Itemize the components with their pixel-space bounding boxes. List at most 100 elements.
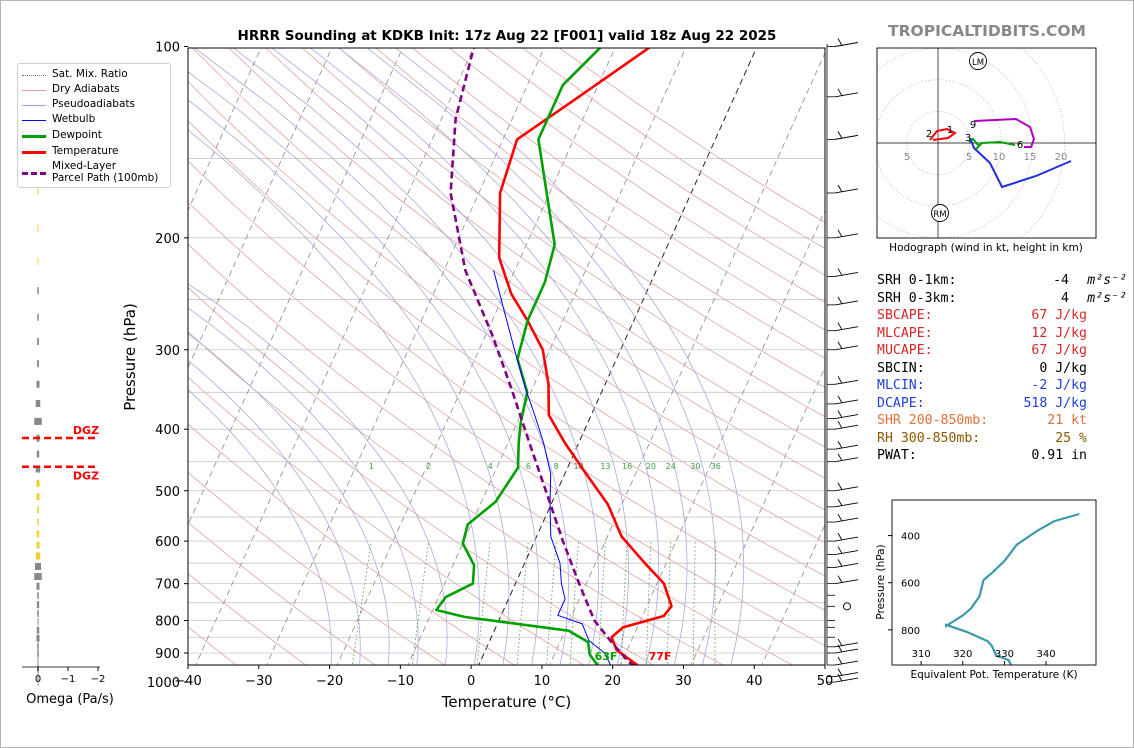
wind-barb bbox=[834, 233, 859, 239]
calm-wind-circle bbox=[843, 602, 851, 611]
legend-wetbulb: Wetbulb bbox=[52, 113, 96, 125]
param-row: SBCAPE: 67 J/kg bbox=[877, 307, 1127, 325]
legend-dewpoint: Dewpoint bbox=[52, 129, 102, 141]
mixing-ratio-label: 13 bbox=[600, 462, 610, 471]
wind-barb bbox=[834, 188, 859, 194]
param-label: SRH 0-3km: bbox=[877, 290, 957, 306]
wind-barb-flag bbox=[837, 296, 843, 305]
mixing-ratio-label: 30 bbox=[690, 462, 700, 471]
omega-bar bbox=[37, 287, 39, 295]
theta-e-x-label: Equivalent Pot. Temperature (K) bbox=[910, 669, 1077, 681]
parameter-table: SRH 0-1km: -4 m²s⁻² SRH 0-3km: 4 m²s⁻² SBCAPE:… bbox=[877, 272, 1127, 465]
isotherm bbox=[619, 209, 825, 665]
wind-barb-flag bbox=[837, 229, 843, 238]
dgz-label: DGZ bbox=[73, 470, 99, 483]
param-row: MUCAPE: 67 J/kg bbox=[877, 342, 1127, 360]
omega-bar bbox=[36, 634, 40, 642]
param-value: 12 J/kg bbox=[1031, 325, 1087, 341]
mixing-ratio-label: 4 bbox=[488, 462, 493, 471]
legend-pseudoadiabats: Pseudoadiabats bbox=[52, 98, 135, 110]
mixing-ratio-line bbox=[351, 541, 372, 665]
x-tick-label: 20 bbox=[604, 674, 621, 689]
y-tick-label: 200 bbox=[155, 232, 180, 247]
omega-bar bbox=[36, 582, 40, 590]
isotherm bbox=[336, 48, 616, 665]
isotherm bbox=[195, 48, 474, 665]
wind-barb bbox=[834, 424, 859, 430]
dry-adiabat bbox=[188, 160, 825, 611]
omega-bar bbox=[36, 380, 40, 388]
pseudoadiabat bbox=[188, 99, 510, 665]
wind-barb-flag bbox=[837, 440, 843, 449]
surface-temperature-label: 77F bbox=[649, 650, 672, 663]
series-mixed-layer-parcel-path-100mb- bbox=[449, 48, 636, 665]
wind-barb-flag bbox=[837, 88, 843, 97]
pseudoadiabat bbox=[271, 48, 630, 665]
omega-tick-label: −2 bbox=[91, 674, 106, 685]
wind-barb-flag bbox=[837, 482, 843, 490]
param-value: 67 J/kg bbox=[1031, 308, 1087, 323]
hodo-height-label: 6 bbox=[1017, 140, 1023, 151]
isotherm bbox=[188, 48, 262, 212]
y-tick-label: 500 bbox=[155, 485, 180, 500]
wind-barb-flag bbox=[837, 498, 843, 507]
pseudoadiabat bbox=[188, 389, 332, 665]
left-mover-marker bbox=[969, 52, 987, 70]
wind-barb bbox=[834, 550, 859, 556]
wind-barb-flag bbox=[837, 420, 843, 429]
y-tick-label: 100 bbox=[155, 41, 180, 56]
omega-bar bbox=[37, 671, 39, 679]
param-row: SHR 200-850mb: 21 kt bbox=[877, 412, 1127, 430]
dry-adiabat bbox=[375, 48, 825, 359]
wind-barb-flag bbox=[837, 268, 843, 276]
omega-bar bbox=[37, 337, 39, 345]
omega-bar bbox=[36, 541, 40, 549]
omega-axis-label: Omega (Pa/s) bbox=[26, 692, 114, 707]
x-tick-label: 10 bbox=[534, 674, 551, 689]
wind-barb bbox=[834, 677, 859, 683]
x-tick-label: 40 bbox=[746, 674, 763, 689]
legend-dry-adiabats: Dry Adiabats bbox=[52, 83, 120, 95]
param-row: PWAT: 0.91 in bbox=[877, 447, 1127, 465]
omega-bar bbox=[37, 642, 39, 650]
param-row: RH 300-850mb: 25 % bbox=[877, 430, 1127, 448]
skewt-background: 1 2 4 6 8 10 13 16 20 24 30 36 bbox=[188, 48, 825, 665]
wind-barb bbox=[834, 414, 859, 420]
hodograph-panel: 5 5 10 15 20 1 2 3 6 9 LM RM Hodograph (wind in kt, … bbox=[876, 47, 1097, 254]
mixing-ratio-line bbox=[569, 541, 579, 665]
x-tick-label: −10 bbox=[387, 674, 414, 689]
mixing-ratio-line bbox=[693, 541, 696, 665]
legend-swatch-wetbulb bbox=[22, 120, 46, 121]
hodo-ring-label: 5 bbox=[904, 152, 910, 163]
pseudoadiabat bbox=[188, 71, 540, 665]
param-value: 518 J/kg bbox=[1023, 395, 1087, 411]
omega-bar bbox=[36, 530, 40, 538]
omega-bar bbox=[37, 592, 39, 600]
wind-barb-flag bbox=[837, 673, 843, 682]
omega-bar bbox=[37, 657, 39, 665]
legend-swatch-sat-mix bbox=[22, 75, 46, 76]
dry-adiabat bbox=[301, 48, 825, 418]
theta-e-x-tick-label: 330 bbox=[995, 649, 1014, 660]
wind-barb bbox=[834, 399, 859, 405]
pseudoadiabat bbox=[338, 48, 688, 665]
wind-barb-flag bbox=[837, 38, 843, 46]
param-label: DCAPE: bbox=[877, 395, 925, 411]
wind-barb bbox=[834, 345, 859, 351]
theta-e-x-tick-label: 320 bbox=[953, 649, 972, 660]
x-axis-label: Temperature (°C) bbox=[441, 693, 571, 711]
param-value: -2 J/kg bbox=[1031, 378, 1087, 393]
omega-bar bbox=[35, 465, 41, 473]
mixing-ratio-label: 36 bbox=[711, 462, 721, 471]
mixing-ratio-line bbox=[620, 541, 628, 665]
param-unit: m²s⁻² bbox=[1087, 273, 1127, 288]
wind-barb-flag bbox=[837, 644, 843, 653]
pseudoadiabat bbox=[188, 360, 361, 665]
right-mover-label: RM bbox=[933, 210, 946, 220]
mixing-ratio-line bbox=[666, 541, 672, 665]
hodo-height-label: 2 bbox=[926, 129, 932, 140]
pseudoadiabat bbox=[188, 332, 390, 665]
wind-barb bbox=[834, 579, 859, 585]
x-tick-label: 0 bbox=[467, 674, 475, 689]
hodo-caption: Hodograph (wind in kt, height in km) bbox=[889, 242, 1083, 254]
